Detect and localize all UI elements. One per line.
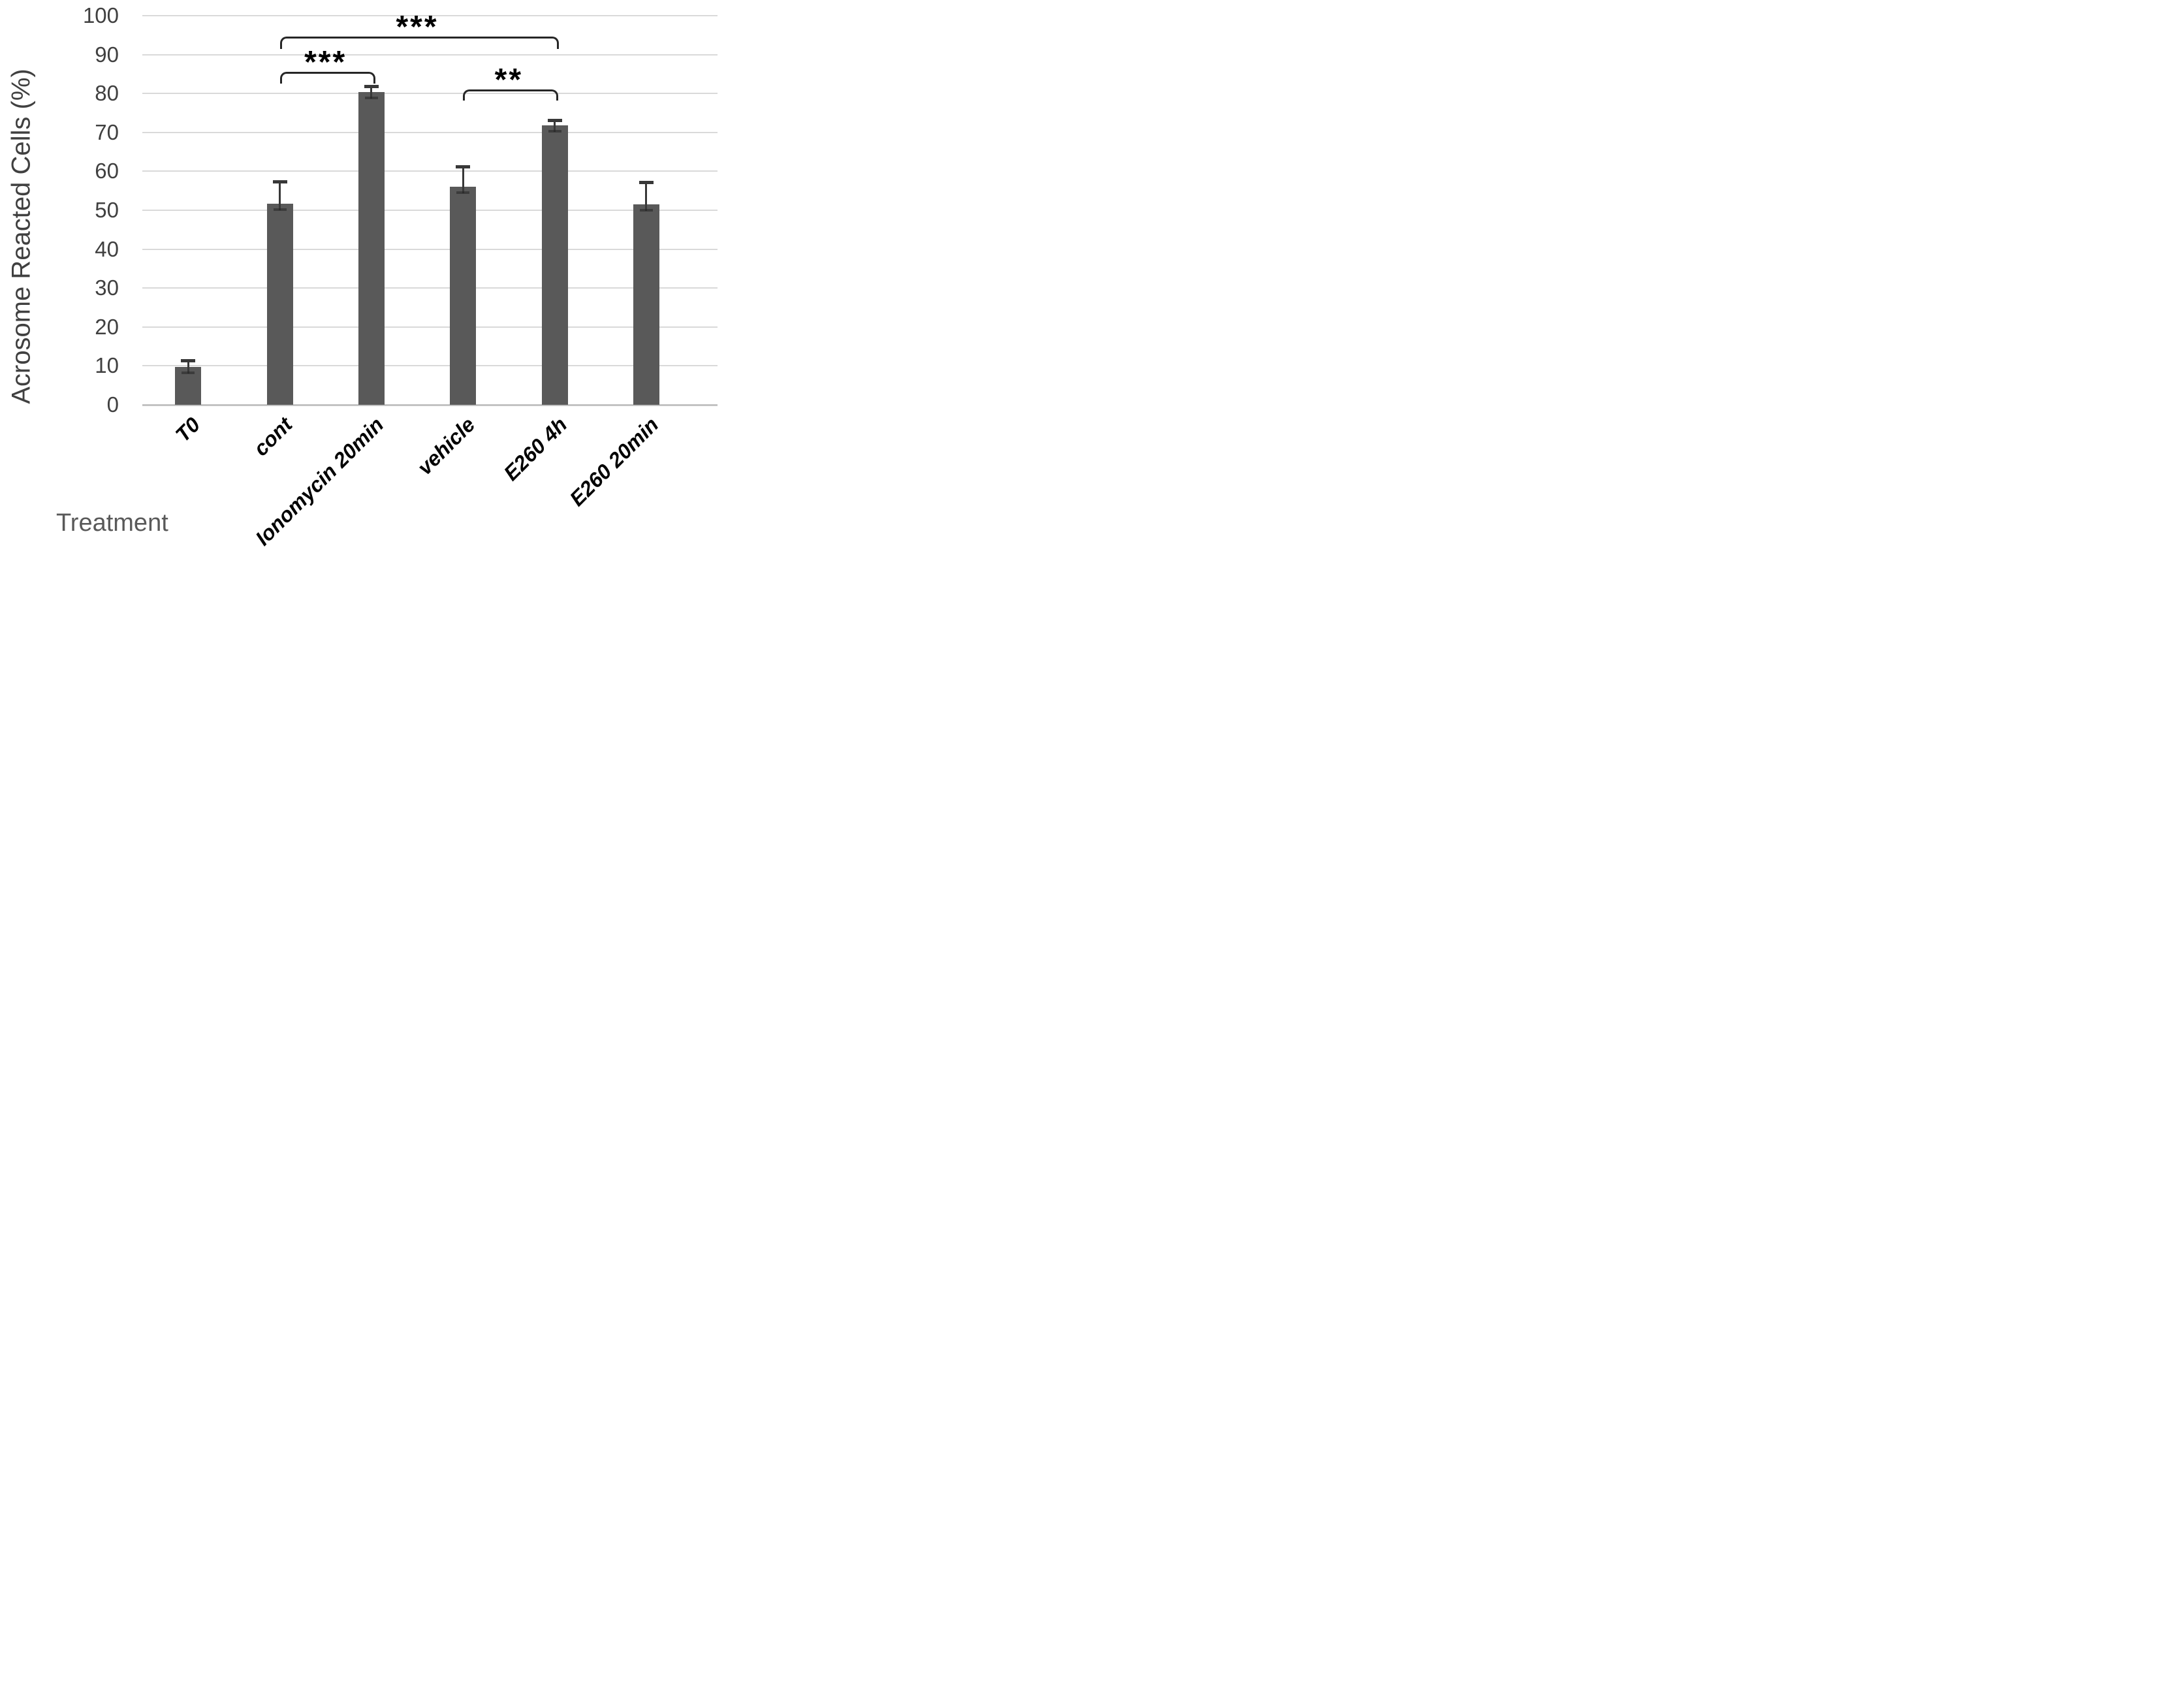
gridline — [142, 93, 718, 95]
y-tick-label: 70 — [95, 119, 119, 144]
x-tick-label: E260 20min — [565, 413, 663, 511]
bar-e260-4h — [541, 125, 568, 405]
error-bar-lower-cap — [182, 372, 195, 375]
y-tick-label: 20 — [95, 314, 119, 339]
y-tick-label: 50 — [95, 198, 119, 222]
error-bar-cap — [639, 181, 654, 185]
x-axis-line — [142, 404, 718, 406]
error-bar-cap — [456, 165, 471, 168]
x-tick-label: Ionomycin 20min — [250, 413, 388, 550]
y-tick-label: 40 — [95, 236, 119, 261]
x-axis-title: Treatment — [56, 509, 168, 537]
gridline — [142, 365, 718, 367]
error-bar-lower-cap — [639, 209, 653, 212]
error-bar-whisker — [370, 86, 373, 99]
gridline — [142, 210, 718, 211]
bar-cont — [266, 203, 293, 405]
significance-label: *** — [304, 44, 347, 80]
error-bar-lower-cap — [548, 130, 561, 133]
significance-label: *** — [396, 10, 439, 45]
y-tick-label: 90 — [95, 42, 119, 67]
y-tick-label: 60 — [95, 159, 119, 183]
gridline — [142, 287, 718, 289]
error-bar-lower-cap — [456, 191, 470, 195]
significance-bracket — [463, 89, 559, 101]
error-bar-whisker — [462, 166, 464, 194]
gridline — [142, 15, 718, 16]
bar-chart: Acrosome Reacted Cells (%) 0 10 20 30 40 50 60… — [0, 0, 721, 569]
y-tick-label: 80 — [95, 81, 119, 106]
error-bar-lower-cap — [364, 97, 378, 100]
error-bar-whisker — [645, 182, 648, 212]
significance-bracket — [279, 37, 559, 49]
significance-bracket — [279, 71, 375, 84]
bar-vehicle — [450, 187, 477, 405]
bar-e260-20min — [633, 204, 659, 405]
gridline — [142, 131, 718, 133]
gridline — [142, 170, 718, 172]
x-tick-label: E260 4h — [498, 413, 571, 485]
error-bar-cap — [181, 359, 196, 363]
bar-ionomycin-20min — [358, 92, 385, 405]
error-bar-cap — [272, 180, 287, 184]
error-bar-cap — [364, 85, 379, 89]
error-bar-whisker — [279, 182, 281, 210]
error-bar-lower-cap — [273, 208, 287, 211]
x-tick-label: vehicle — [413, 413, 480, 480]
error-bar-whisker — [187, 360, 189, 374]
error-bar-whisker — [554, 119, 556, 133]
y-tick-label: 0 — [106, 392, 119, 417]
y-tick-label: 100 — [82, 3, 119, 27]
y-tick-label: 30 — [95, 276, 119, 300]
gridline — [142, 248, 718, 250]
error-bar-cap — [547, 118, 562, 122]
significance-label: ** — [494, 63, 523, 98]
gridline — [142, 54, 718, 55]
y-tick-label: 10 — [95, 353, 119, 378]
gridline — [142, 326, 718, 328]
